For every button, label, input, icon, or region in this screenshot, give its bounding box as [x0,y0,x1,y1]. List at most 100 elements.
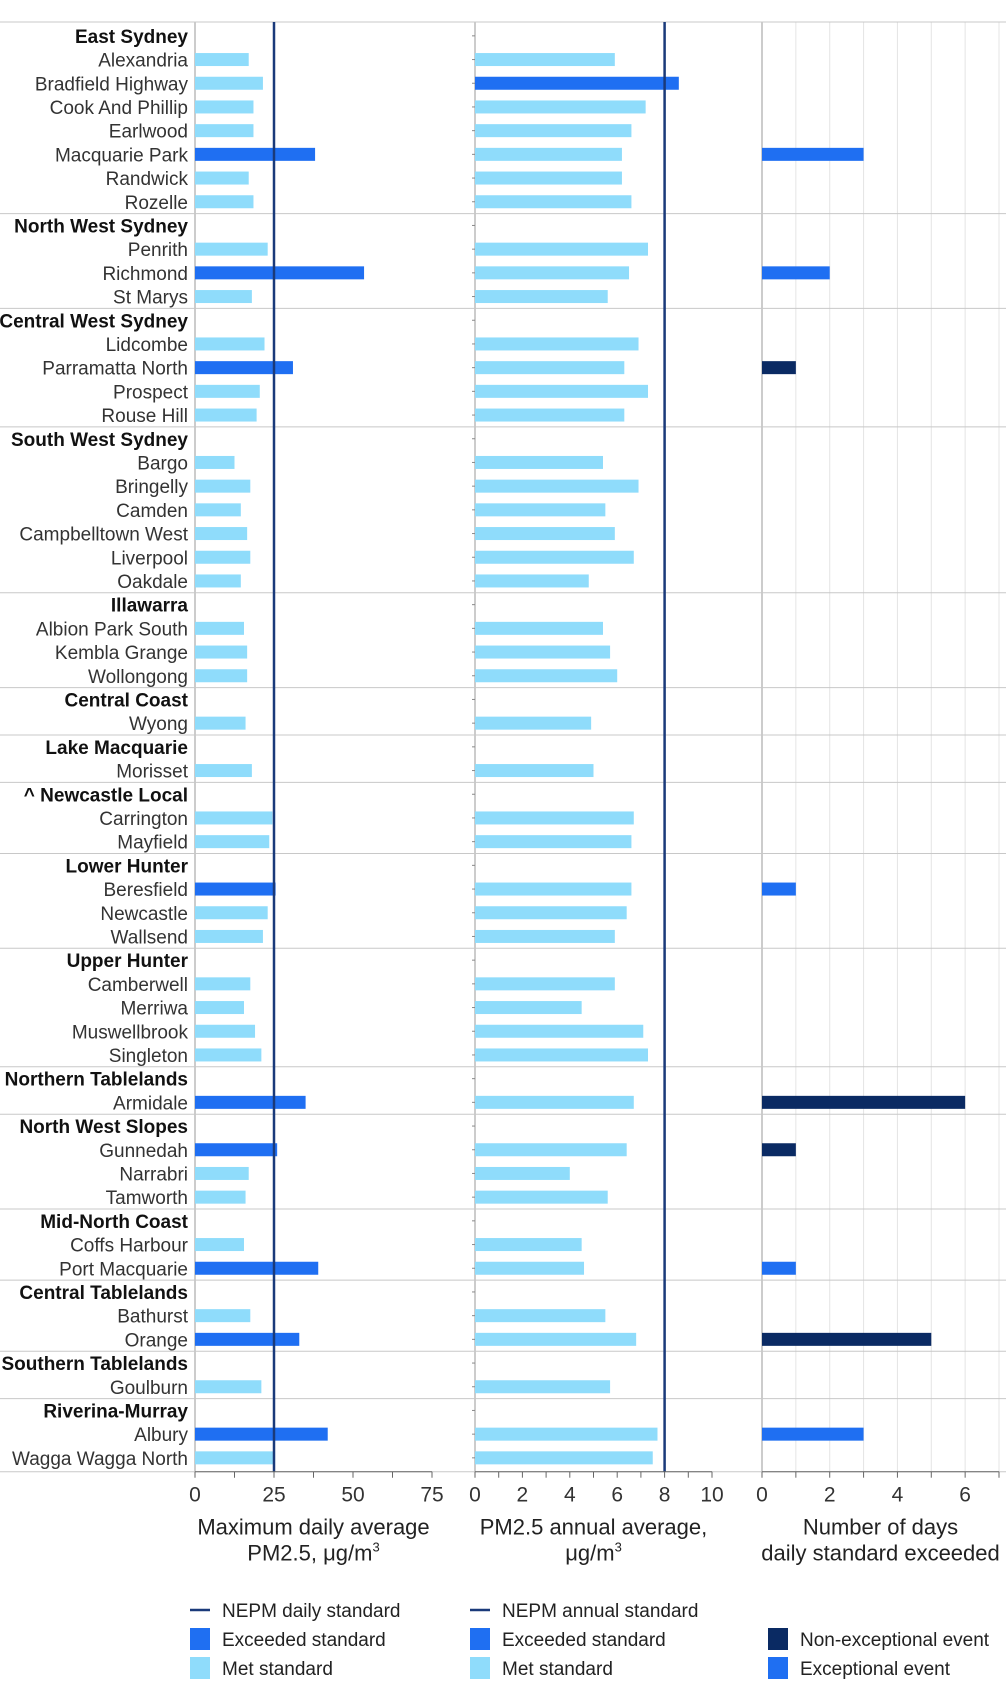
legend-label: Met standard [502,1659,613,1680]
annual-bar [475,1166,570,1180]
annual-bar [475,266,630,280]
max_daily-bar [195,1238,244,1252]
max_daily-bar [195,574,241,588]
x-axis-title: PM2.5 annual average, [480,1515,708,1540]
days-bar [762,1332,932,1346]
legend-label: NEPM annual standard [502,1601,698,1622]
annual-bar [475,1238,582,1252]
annual-bar [475,764,594,778]
x-tick-label: 6 [959,1484,971,1507]
annual-bar [475,124,632,138]
annual-bar [475,1261,585,1275]
annual-bar [475,337,639,351]
site-label: Richmond [102,264,188,285]
days-bar [762,1143,796,1157]
site-label: Alexandria [98,51,188,72]
max_daily-bar [195,1143,278,1157]
annual-bar [475,929,615,943]
legend-box-swatch [190,1628,210,1650]
site-label: Merriwa [120,999,188,1020]
annual-bar [475,1048,649,1062]
region-label: Northern Tablelands [5,1070,188,1091]
max_daily-bar [195,645,248,659]
max_daily-bar [195,53,249,67]
legend-label: Exceeded standard [502,1630,666,1651]
max_daily-bar [195,503,241,517]
site-label: Mayfield [117,833,188,854]
site-label: Campbelltown West [19,525,188,546]
max_daily-bar [195,455,235,469]
annual-bar [475,574,589,588]
x-axis-title-unit-text: PM2.5, μg/m [247,1541,372,1566]
site-label: Bringelly [115,477,188,498]
max_daily-bar [195,76,263,90]
max_daily-bar [195,1166,249,1180]
max_daily-bar [195,621,244,635]
annual-bar [475,1095,634,1109]
site-label: Narrabri [119,1164,188,1185]
region-label: Upper Hunter [67,951,189,972]
x-tick-label: 75 [420,1484,443,1507]
site-label: Coffs Harbour [70,1236,189,1257]
max_daily-bar [195,361,293,375]
max_daily-bar [195,835,270,849]
annual-bar [475,290,608,304]
legend-box-swatch [190,1657,210,1679]
annual-bar [475,1024,644,1038]
site-label: Morisset [116,762,189,783]
site-label: Port Macquarie [59,1259,188,1280]
x-tick-label: 2 [517,1484,529,1507]
legend-box-swatch [470,1657,490,1679]
x-axis-title-superscript: 3 [615,1540,622,1555]
region-label: Central Coast [64,690,188,711]
region-label: South West Sydney [11,430,188,451]
site-label: Albion Park South [36,619,188,640]
max_daily-bar [195,266,365,280]
annual-bar [475,76,679,90]
annual-bar [475,1190,608,1204]
x-tick-label: 0 [189,1484,201,1507]
days-bar [762,361,796,375]
legend-box-swatch [470,1628,490,1650]
annual-bar [475,1001,582,1015]
max_daily-bar [195,929,263,943]
max_daily-bar [195,1451,274,1465]
annual-bar [475,906,627,920]
x-tick-label: 2 [824,1484,836,1507]
region-label: Illawarra [111,596,189,617]
site-label: Earlwood [109,122,188,143]
site-label: Muswellbrook [72,1022,189,1043]
max_daily-bar [195,882,276,896]
site-label: Camden [116,501,188,522]
annual-bar [475,455,603,469]
site-label: Bargo [137,453,188,474]
annual-bar [475,1451,653,1465]
days-bar [762,1427,864,1441]
site-label: Orange [125,1330,188,1351]
site-label: Beresfield [104,880,189,901]
max_daily-bar [195,242,268,256]
x-tick-label: 4 [892,1484,904,1507]
region-label: Mid-North Coast [40,1212,188,1233]
x-axis-title-line2: daily standard exceeded [761,1541,1000,1566]
x-axis-title-unit-text: μg/m [565,1541,614,1566]
site-label: Kembla Grange [55,643,188,664]
max_daily-bar [195,1001,244,1015]
region-label: Riverina-Murray [43,1401,188,1422]
site-label: Bradfield Highway [35,74,189,95]
annual-bar [475,977,615,991]
site-label: Oakdale [117,572,188,593]
annual-bar [475,171,622,185]
region-label: ^ Newcastle Local [24,785,188,806]
max_daily-bar [195,195,254,209]
annual-bar [475,645,611,659]
annual-bar [475,53,615,67]
max_daily-bar [195,1309,251,1323]
annual-bar [475,882,632,896]
site-label: St Marys [113,288,188,309]
max_daily-bar [195,550,251,564]
x-tick-label: 0 [756,1484,768,1507]
x-tick-label: 50 [341,1484,364,1507]
days-bar [762,1095,966,1109]
